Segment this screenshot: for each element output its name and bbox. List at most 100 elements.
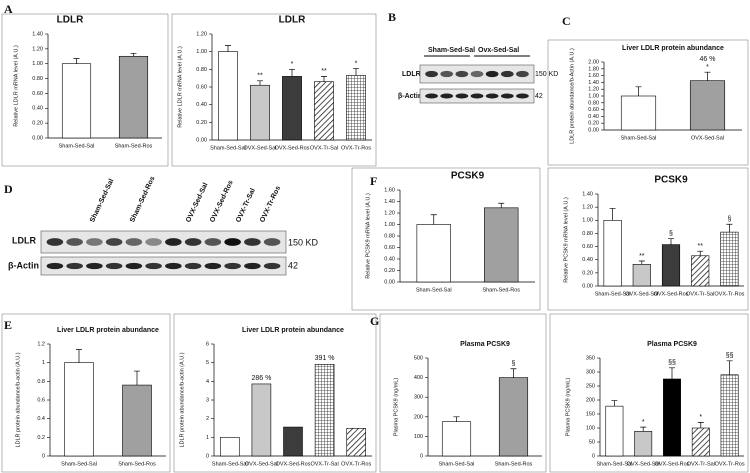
chart-title: LDLR [57, 15, 84, 26]
bar [720, 374, 739, 457]
bar [605, 405, 624, 457]
x-tick-label: OVX-Sed-Sal [243, 145, 276, 151]
percent-note: 46 % [700, 56, 716, 63]
blot-band [66, 238, 83, 246]
x-tick-label: OVX-Sed-Ros [275, 145, 310, 151]
error-bar [726, 360, 733, 375]
error-bar [669, 367, 675, 379]
y-tick-label: 300 [414, 395, 423, 401]
blot-b: Sham-Sed-Sal Ovx-Sed-Sal LDLR β-Actin 15… [398, 47, 558, 100]
y-tick-label: 0.20 [582, 270, 593, 276]
significance-label: ** [697, 243, 703, 250]
blot-band [516, 93, 529, 99]
blot-group-label: OVX-Tr-Sal [235, 187, 257, 223]
blot-row-label: LDLR [12, 235, 36, 245]
y-tick-label: 0.20 [196, 120, 207, 126]
chart-title: Liver LDLR protein abundance [57, 327, 159, 334]
chart-title: Liver LDLR protein abundance [242, 327, 344, 334]
bar [620, 95, 657, 131]
blot-band [46, 238, 64, 246]
error-bar [76, 349, 82, 363]
y-tick-label: 250 [586, 383, 595, 389]
bar [691, 427, 710, 457]
y-tick-label: 0.80 [196, 67, 207, 73]
y-tick-label: 0.80 [582, 231, 593, 237]
y-tick-label: 1.20 [588, 87, 599, 93]
x-tick-label: Sham-Sed-Ros [482, 287, 520, 293]
chart-title: Liver LDLR protein abundance [622, 45, 724, 52]
error-bar [697, 250, 704, 256]
y-tick-label: 0.40 [32, 106, 43, 112]
significance-label: * [642, 419, 645, 426]
bar [484, 207, 519, 283]
error-bar [609, 208, 616, 221]
blot-band [455, 93, 469, 99]
y-tick-label: 1.40 [32, 31, 43, 37]
x-tick-label: Sham-Sed-Sal [595, 291, 631, 297]
y-tick-label: 1.60 [384, 187, 395, 193]
error-bar [510, 368, 517, 378]
x-tick-label: OVX-Sed-Ros [276, 461, 311, 467]
y-tick-label: 0.00 [196, 137, 207, 143]
y-tick-label: 0.00 [588, 127, 599, 133]
y-axis-label: Plasma PCSK9 (ng/mL) [393, 378, 399, 437]
bar [346, 428, 366, 457]
y-tick-label: 400 [414, 375, 423, 381]
bar [122, 384, 152, 457]
y-tick-label: 1.00 [384, 222, 395, 228]
blot-band [66, 262, 83, 270]
blot-band [263, 238, 281, 246]
error-bar [697, 422, 704, 428]
y-tick-label: 350 [586, 355, 595, 361]
y-tick-label: 0.40 [588, 114, 599, 120]
blot-band [105, 262, 123, 270]
bar [663, 378, 681, 457]
bar [689, 80, 726, 131]
blot-band [125, 262, 143, 270]
blot-size-label: 150 KD [535, 71, 558, 78]
y-tick-label: 0.60 [588, 107, 599, 113]
y-tick-label: 0 [592, 453, 595, 459]
y-tick-label: 1.20 [384, 210, 395, 216]
blot-band [455, 70, 469, 78]
blot-band [485, 70, 499, 78]
blot-band [125, 238, 143, 246]
y-tick-label: 1.60 [588, 73, 599, 79]
y-axis-label: LDLR protein abundance/b-actin (A.U.) [15, 352, 21, 447]
chart-frame [547, 167, 749, 311]
y-tick-label: 1.2 [37, 341, 45, 347]
error-bar [704, 71, 711, 81]
y-axis-label: Relative PCSK9 mRNA level (A.U.) [563, 197, 569, 283]
blot-size-label: 42 [288, 260, 298, 270]
blot-group-label: OVX-Tr-Ros [259, 185, 282, 224]
y-tick-label: 150 [586, 411, 595, 417]
y-tick-label: 100 [586, 425, 595, 431]
bar [283, 426, 303, 457]
blot-band [440, 93, 454, 99]
x-tick-label: Sham-Sed-Ros [115, 143, 153, 149]
y-tick-label: 1.40 [582, 191, 593, 197]
blot-band [145, 262, 162, 270]
chart-title: LDLR [279, 15, 306, 26]
panel-letter: G [370, 314, 379, 328]
x-tick-label: OVX-Tr-Ros [341, 461, 371, 467]
y-tick-label: 0.60 [582, 244, 593, 250]
chart-title: PCSK9 [451, 171, 485, 182]
blot-group-label: Sham-Sed-Sal [89, 178, 115, 224]
y-tick-label: 5 [206, 360, 209, 366]
blot-band [440, 70, 454, 78]
blot-row-label: LDLR [402, 71, 421, 78]
chart-title: Plasma PCSK9 [647, 341, 697, 348]
x-tick-label: Sham-Sed-Sal [597, 461, 633, 467]
chart-frame [1, 313, 171, 473]
x-tick-label: Sham-Sed-Sal [621, 135, 657, 141]
bar [441, 421, 472, 457]
error-bar [635, 86, 642, 96]
panel-letter: D [4, 182, 13, 196]
blot-band [263, 262, 281, 270]
percent-note: 391 % [315, 355, 335, 362]
blot-band [145, 238, 162, 246]
y-tick-label: 6 [206, 341, 209, 347]
error-bar [321, 76, 327, 82]
y-tick-label: 1.00 [32, 61, 43, 67]
